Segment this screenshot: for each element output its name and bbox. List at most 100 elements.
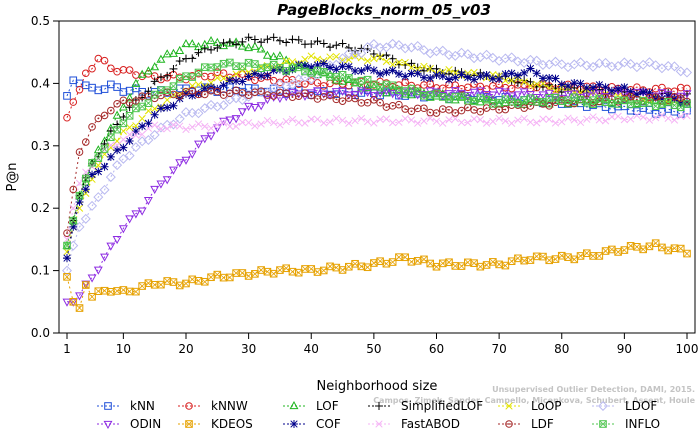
data-point — [107, 133, 115, 142]
data-point — [639, 104, 647, 112]
data-point — [332, 114, 340, 123]
data-point — [238, 269, 247, 277]
data-point — [639, 245, 647, 254]
data-point — [445, 258, 453, 267]
data-point — [651, 93, 660, 101]
legend-item-ldf: LDF — [498, 417, 554, 431]
data-point — [163, 96, 171, 104]
data-point — [650, 60, 661, 71]
data-point — [588, 61, 599, 72]
data-point — [576, 118, 585, 127]
series-line — [66, 43, 688, 271]
legend-label: LDF — [531, 417, 554, 431]
data-point — [156, 104, 165, 113]
data-point — [420, 66, 428, 75]
data-point — [513, 78, 522, 87]
data-point — [237, 108, 247, 117]
data-point — [658, 243, 666, 252]
data-point — [132, 104, 140, 113]
data-point — [557, 251, 566, 260]
data-point — [345, 94, 353, 102]
data-point — [200, 63, 209, 71]
data-point — [244, 42, 254, 52]
data-point — [238, 118, 247, 126]
data-point — [75, 179, 84, 187]
data-point — [219, 38, 228, 47]
data-point — [532, 252, 541, 261]
data-point — [319, 68, 329, 77]
data-point — [331, 88, 341, 97]
data-point — [125, 93, 135, 102]
data-point — [250, 35, 259, 44]
data-point — [250, 69, 259, 78]
data-point — [269, 51, 279, 61]
legend-label: INFLO — [625, 417, 660, 431]
data-point — [231, 115, 241, 124]
data-point — [200, 84, 209, 93]
data-point — [107, 106, 115, 115]
data-point — [182, 89, 190, 98]
data-point — [575, 57, 586, 68]
data-point — [451, 81, 460, 90]
data-point — [501, 76, 510, 85]
data-point — [118, 102, 128, 111]
data-point — [632, 90, 641, 99]
data-point — [269, 60, 278, 69]
data-point — [332, 41, 341, 50]
legend-item-odin: ODIN — [97, 417, 161, 431]
data-point — [569, 98, 579, 107]
data-point — [257, 64, 265, 73]
data-point — [213, 84, 222, 93]
data-point — [69, 298, 78, 306]
data-point — [495, 106, 503, 114]
data-point — [307, 40, 316, 48]
legend-label: kNNW — [211, 399, 248, 413]
y-tick-label: 0.5 — [31, 14, 50, 28]
data-point — [526, 64, 535, 73]
data-point — [363, 64, 372, 72]
data-point — [225, 38, 234, 47]
data-point — [226, 89, 234, 98]
data-point — [457, 70, 466, 79]
data-point — [276, 121, 284, 129]
data-point — [294, 268, 303, 277]
data-point — [257, 266, 265, 274]
data-point — [608, 245, 616, 254]
data-point — [74, 221, 85, 232]
legend-marker — [185, 402, 193, 410]
data-point — [614, 84, 623, 93]
data-point — [194, 277, 203, 285]
data-point — [557, 80, 566, 89]
data-point — [124, 150, 135, 161]
data-point — [401, 114, 409, 123]
data-point — [426, 108, 435, 117]
data-point — [131, 210, 141, 219]
legend-marker — [505, 402, 513, 410]
data-point — [100, 111, 109, 120]
data-point — [444, 49, 455, 60]
data-point — [614, 248, 622, 256]
data-point — [526, 102, 535, 110]
data-point — [376, 70, 385, 78]
data-point — [657, 89, 667, 98]
data-point — [401, 105, 409, 113]
data-point — [269, 33, 278, 42]
data-point — [338, 39, 347, 48]
data-point — [470, 106, 478, 114]
data-point — [88, 123, 96, 131]
data-point — [149, 129, 160, 140]
data-point — [545, 256, 554, 265]
data-point — [369, 66, 378, 75]
data-point — [150, 90, 159, 99]
data-point — [156, 180, 166, 189]
data-point — [200, 72, 209, 81]
data-point — [389, 119, 397, 127]
data-point — [476, 116, 484, 124]
data-point — [132, 131, 140, 139]
data-point — [457, 89, 467, 98]
data-point — [395, 253, 403, 261]
data-point — [363, 88, 373, 98]
data-point — [576, 79, 585, 88]
data-point — [105, 172, 116, 183]
data-point — [231, 93, 242, 104]
